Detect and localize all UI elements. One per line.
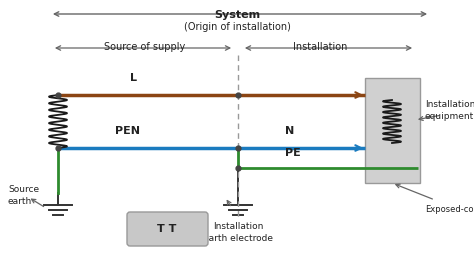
- Text: PE: PE: [285, 148, 301, 158]
- Text: System: System: [214, 10, 260, 20]
- Text: PEN: PEN: [115, 126, 140, 136]
- Text: Exposed-conductive-part: Exposed-conductive-part: [425, 205, 474, 214]
- Text: Source
earth: Source earth: [8, 185, 39, 206]
- Text: Installation: Installation: [293, 42, 347, 52]
- Text: N: N: [285, 126, 294, 136]
- Text: Source of supply: Source of supply: [104, 42, 186, 52]
- FancyBboxPatch shape: [127, 212, 208, 246]
- Text: L: L: [130, 73, 137, 83]
- Text: Installation
equipment: Installation equipment: [425, 100, 474, 121]
- Text: (Origin of installation): (Origin of installation): [183, 22, 291, 32]
- Text: Installation
earth electrode: Installation earth electrode: [203, 222, 273, 243]
- Bar: [365, 78, 420, 183]
- Text: T T: T T: [157, 224, 177, 234]
